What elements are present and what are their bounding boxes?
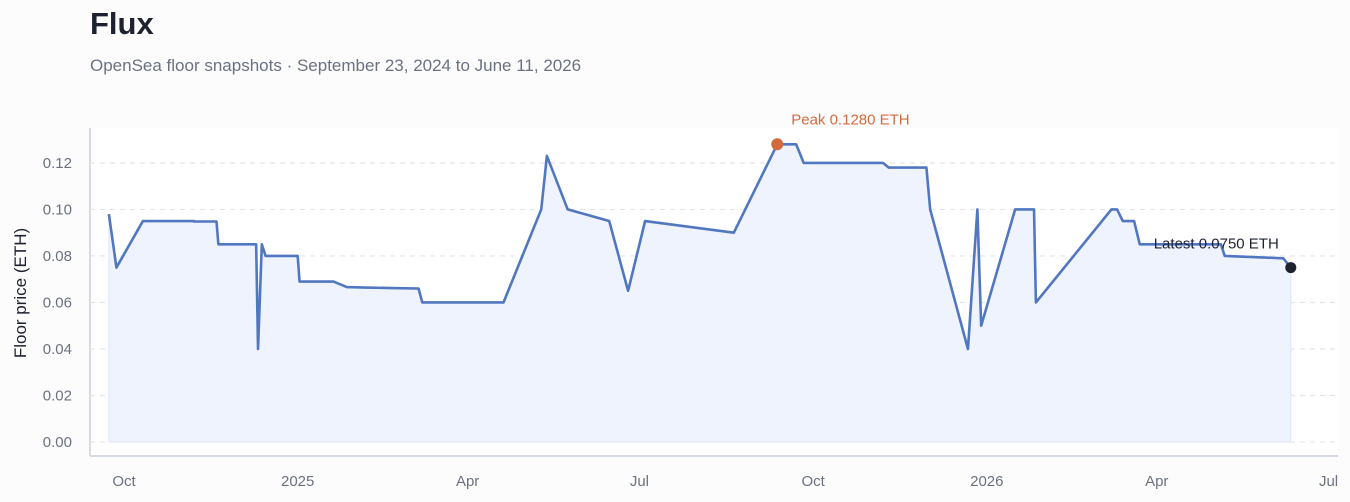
x-tick-label: Apr [1145,473,1168,490]
y-tick-label: 0.12 [43,155,72,172]
axes [89,128,1338,457]
y-tick-label: 0.10 [43,201,72,218]
x-tick-label: Oct [801,473,825,490]
y-axis-ticks: 0.00 0.02 0.04 0.06 0.08 0.10 0.12 [43,155,72,451]
y-tick-label: 0.00 [43,434,72,451]
y-tick-label: 0.02 [43,388,72,405]
x-tick-label: Apr [456,473,479,490]
x-tick-label: 2026 [970,473,1003,490]
peak-marker [771,138,784,151]
x-tick-label: Jul [1319,473,1338,490]
x-axis-ticks: Oct 2025 Apr Jul Oct 2026 Apr Jul [112,473,1338,490]
y-tick-label: 0.04 [43,341,72,358]
y-tick-label: 0.06 [43,294,72,311]
y-axis-label: Floor price (ETH) [11,228,30,358]
peak-annotation: Peak 0.1280 ETH [791,111,909,128]
price-line [107,142,1292,351]
x-tick-label: Oct [112,473,136,490]
latest-marker [1285,262,1297,274]
chart-subtitle: OpenSea floor snapshots · September 23, … [90,56,582,75]
chart-title: Flux [90,6,154,41]
latest-annotation: Latest 0.0750 ETH [1154,236,1279,253]
y-tick-label: 0.08 [43,248,72,265]
x-tick-label: Jul [630,473,649,490]
x-tick-label: 2025 [281,473,314,490]
